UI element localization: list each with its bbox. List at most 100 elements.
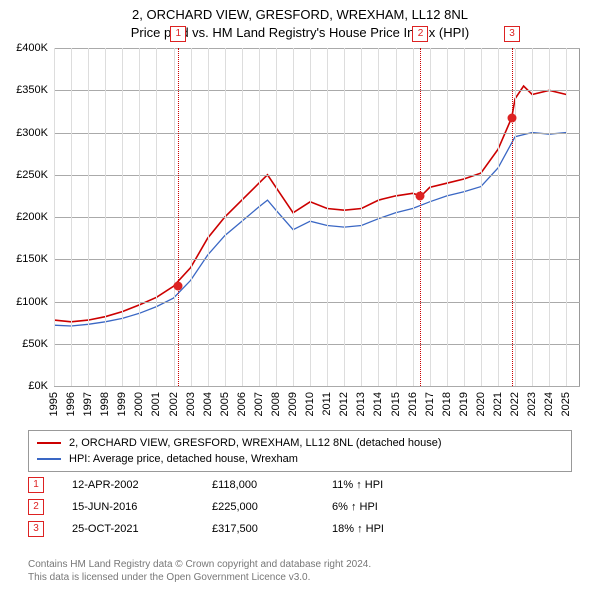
sales-table: 112-APR-2002£118,00011% ↑ HPI215-JUN-201… xyxy=(28,474,572,540)
x-gridline xyxy=(276,48,277,386)
marker-dot xyxy=(508,113,517,122)
sales-delta: 18% ↑ HPI xyxy=(332,523,452,535)
footer-line: Contains HM Land Registry data © Crown c… xyxy=(28,558,572,571)
x-tick-label: 2009 xyxy=(287,392,299,416)
x-tick-label: 2021 xyxy=(492,392,504,416)
x-gridline xyxy=(413,48,414,386)
legend-swatch xyxy=(37,442,61,444)
x-tick-label: 2024 xyxy=(543,392,555,416)
legend-swatch xyxy=(37,458,61,460)
sales-price: £317,500 xyxy=(212,523,332,535)
x-tick-label: 2010 xyxy=(304,392,316,416)
sales-delta: 6% ↑ HPI xyxy=(332,501,452,513)
x-gridline xyxy=(481,48,482,386)
x-gridline xyxy=(430,48,431,386)
x-gridline xyxy=(293,48,294,386)
legend-row: HPI: Average price, detached house, Wrex… xyxy=(37,451,563,467)
y-tick-label: £300K xyxy=(0,127,48,139)
sales-badge: 3 xyxy=(28,521,44,537)
y-tick-label: £150K xyxy=(0,253,48,265)
y-gridline xyxy=(54,133,580,134)
x-gridline xyxy=(327,48,328,386)
x-tick-label: 2020 xyxy=(475,392,487,416)
marker-badge: 3 xyxy=(504,26,520,42)
x-tick-label: 1995 xyxy=(48,392,60,416)
legend-label: 2, ORCHARD VIEW, GRESFORD, WREXHAM, LL12… xyxy=(69,437,442,449)
x-gridline xyxy=(122,48,123,386)
x-tick-label: 2015 xyxy=(390,392,402,416)
x-tick-label: 2001 xyxy=(150,392,162,416)
y-gridline xyxy=(54,90,580,91)
x-tick-label: 2008 xyxy=(270,392,282,416)
marker-line xyxy=(512,48,513,386)
x-tick-label: 2003 xyxy=(185,392,197,416)
legend-row: 2, ORCHARD VIEW, GRESFORD, WREXHAM, LL12… xyxy=(37,435,563,451)
y-tick-label: £50K xyxy=(0,338,48,350)
legend-label: HPI: Average price, detached house, Wrex… xyxy=(69,453,298,465)
sales-delta: 11% ↑ HPI xyxy=(332,479,452,491)
x-tick-label: 2011 xyxy=(321,392,333,416)
y-gridline xyxy=(54,48,580,49)
x-tick-label: 2025 xyxy=(560,392,572,416)
x-tick-label: 2004 xyxy=(202,392,214,416)
x-gridline xyxy=(191,48,192,386)
x-tick-label: 2013 xyxy=(355,392,367,416)
x-tick-label: 2022 xyxy=(509,392,521,416)
y-tick-label: £400K xyxy=(0,42,48,54)
x-tick-label: 1997 xyxy=(82,392,94,416)
x-tick-label: 2014 xyxy=(372,392,384,416)
chart-container: 2, ORCHARD VIEW, GRESFORD, WREXHAM, LL12… xyxy=(0,0,600,590)
x-gridline xyxy=(532,48,533,386)
x-tick-label: 2018 xyxy=(441,392,453,416)
legend: 2, ORCHARD VIEW, GRESFORD, WREXHAM, LL12… xyxy=(28,430,572,472)
x-tick-label: 1998 xyxy=(99,392,111,416)
sales-row: 3 25-OCT-2021£317,50018% ↑ HPI xyxy=(28,518,572,540)
sales-date: 15-JUN-2016 xyxy=(72,501,212,513)
marker-badge: 1 xyxy=(170,26,186,42)
x-tick-label: 2005 xyxy=(219,392,231,416)
y-gridline xyxy=(54,175,580,176)
x-tick-label: 2007 xyxy=(253,392,265,416)
footer-line: This data is licensed under the Open Gov… xyxy=(28,571,572,584)
x-gridline xyxy=(447,48,448,386)
sales-price: £118,000 xyxy=(212,479,332,491)
x-gridline xyxy=(498,48,499,386)
x-gridline xyxy=(225,48,226,386)
x-gridline xyxy=(396,48,397,386)
x-tick-label: 1999 xyxy=(116,392,128,416)
x-gridline xyxy=(88,48,89,386)
x-gridline xyxy=(208,48,209,386)
marker-line xyxy=(178,48,179,386)
x-gridline xyxy=(174,48,175,386)
y-gridline xyxy=(54,302,580,303)
x-gridline xyxy=(549,48,550,386)
sales-row: 112-APR-2002£118,00011% ↑ HPI xyxy=(28,474,572,496)
x-gridline xyxy=(259,48,260,386)
y-gridline xyxy=(54,386,580,387)
footer: Contains HM Land Registry data © Crown c… xyxy=(28,558,572,584)
title-address: 2, ORCHARD VIEW, GRESFORD, WREXHAM, LL12… xyxy=(0,6,600,24)
y-tick-label: £350K xyxy=(0,84,48,96)
x-gridline xyxy=(566,48,567,386)
x-gridline xyxy=(344,48,345,386)
x-gridline xyxy=(310,48,311,386)
x-tick-label: 2023 xyxy=(526,392,538,416)
sales-price: £225,000 xyxy=(212,501,332,513)
sales-date: 25-OCT-2021 xyxy=(72,523,212,535)
x-tick-label: 2002 xyxy=(168,392,180,416)
chart-area: 1995199619971998199920002001200220032004… xyxy=(54,48,580,386)
y-gridline xyxy=(54,344,580,345)
x-gridline xyxy=(71,48,72,386)
x-gridline xyxy=(139,48,140,386)
y-gridline xyxy=(54,259,580,260)
x-tick-label: 2000 xyxy=(133,392,145,416)
y-tick-label: £100K xyxy=(0,296,48,308)
x-tick-label: 1996 xyxy=(65,392,77,416)
x-gridline xyxy=(464,48,465,386)
x-tick-label: 2006 xyxy=(236,392,248,416)
x-tick-label: 2019 xyxy=(458,392,470,416)
x-gridline xyxy=(361,48,362,386)
marker-dot xyxy=(174,282,183,291)
x-gridline xyxy=(54,48,55,386)
x-gridline xyxy=(242,48,243,386)
